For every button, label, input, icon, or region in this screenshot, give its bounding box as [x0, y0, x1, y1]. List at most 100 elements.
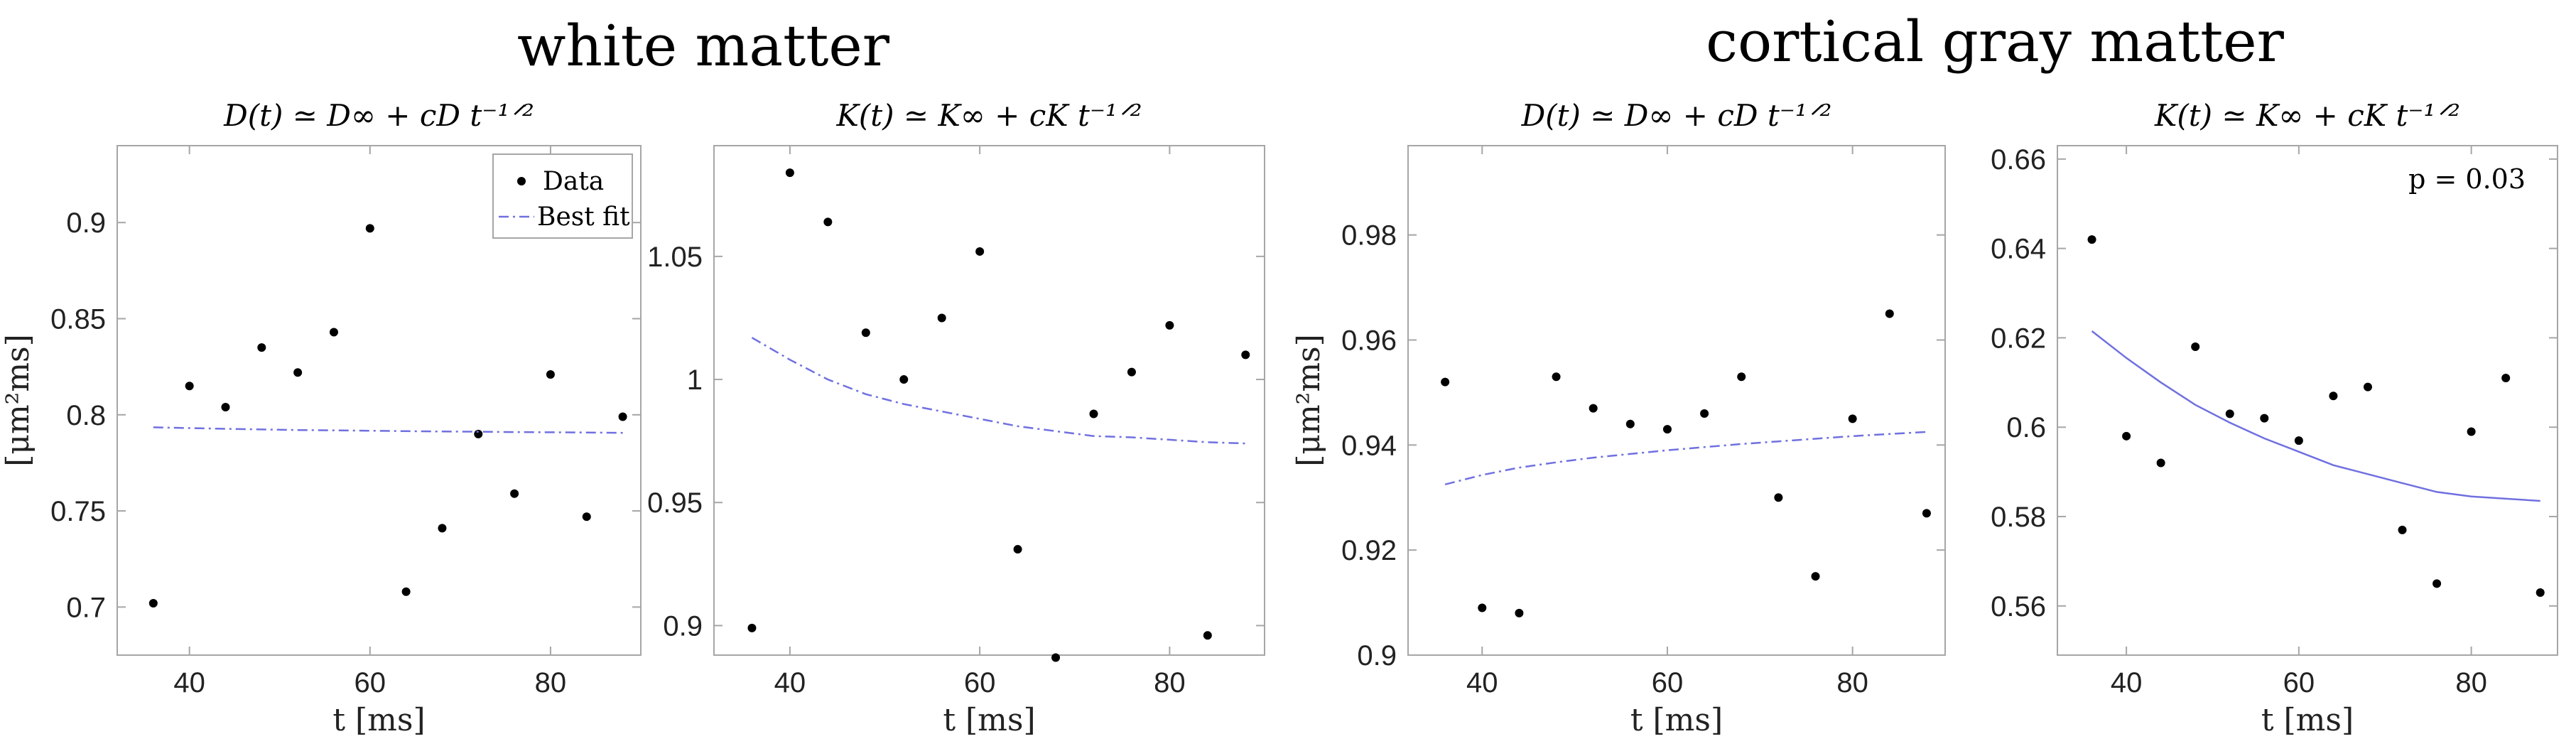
chart-3-ytick-label: 0.58 — [1991, 502, 2046, 533]
chart-1-data-point — [937, 313, 946, 323]
panel-wm-diffusivity: D(t) ≃ D∞ + cD t⁻¹ᐟ² 40 60 80 0.7 0.75 0.8 0.85… — [0, 98, 642, 738]
chart-0-data-point — [474, 429, 483, 438]
chart-3-ytick-label: 0.56 — [1991, 591, 2046, 622]
chart-1-data-point — [1127, 367, 1136, 377]
chart-3-xtick-label: 60 — [2283, 667, 2315, 698]
chart-2-ylabel: [μm²ms] — [1291, 334, 1327, 467]
chart-2-data-point — [1848, 414, 1857, 423]
chart-3-title: K(t) ≃ K∞ + cK t⁻¹ᐟ² — [2154, 98, 2460, 133]
chart-1-data-point — [1051, 653, 1061, 662]
chart-3-data-point — [2156, 458, 2165, 468]
chart-0-xtick-label: 80 — [535, 667, 567, 698]
chart-2-data-point — [1625, 419, 1635, 428]
chart-2-data-point — [1811, 572, 1820, 581]
chart-2-ytick-label: 0.94 — [1341, 430, 1397, 461]
chart-3-xtick-label: 40 — [2111, 667, 2143, 698]
chart-1-data-point — [975, 247, 985, 256]
chart-3-data-point — [2329, 392, 2338, 401]
chart-0-legend-label-data: Data — [543, 167, 604, 196]
chart-3-data-point — [2191, 342, 2200, 352]
chart-1-xtick-label: 40 — [774, 667, 806, 698]
chart-2-xtick-label: 60 — [1652, 667, 1684, 698]
chart-3-axes-frame — [2057, 145, 2558, 656]
chart-3-ytick-label: 0.6 — [2006, 412, 2046, 443]
chart-3-ytick-label: 0.66 — [1991, 144, 2046, 176]
chart-3-data-point — [2122, 431, 2131, 441]
chart-0-data-point — [546, 369, 555, 379]
chart-1-data-point — [1089, 409, 1098, 418]
chart-1-ytick-label: 1.05 — [647, 242, 703, 273]
chart-1-data-point — [785, 168, 794, 178]
chart-1-axes-frame — [713, 145, 1265, 656]
chart-1-data-point — [1013, 545, 1022, 554]
chart-1-data-point — [823, 217, 833, 227]
chart-3-xlabel: t [ms] — [2261, 702, 2354, 738]
panel-gm-kurtosis: K(t) ≃ K∞ + cK t⁻¹ᐟ² 40 60 80 0.56 0.58 0.6 0.6… — [1991, 98, 2558, 738]
chart-1-xtick-label: 80 — [1154, 667, 1186, 698]
chart-2-data-point — [1441, 377, 1450, 387]
chart-0-xlabel: t [ms] — [332, 702, 425, 738]
chart-1-data-point — [899, 375, 909, 384]
chart-3-ytick-label: 0.62 — [1991, 323, 2046, 354]
chart-0-xtick-label: 60 — [355, 667, 386, 698]
panel-gm-diffusivity: D(t) ≃ D∞ + cD t⁻¹ᐟ² 40 60 80 0.9 0.92 0.94 0.9… — [1291, 98, 1946, 738]
chart-1-xlabel: t [ms] — [943, 702, 1035, 738]
chart-2-fit-line — [1444, 431, 1927, 486]
chart-0-data-point — [582, 512, 591, 522]
chart-1-fit-line — [751, 337, 1246, 445]
chart-0-fit-line — [153, 426, 623, 434]
chart-2-title: D(t) ≃ D∞ + cD t⁻¹ᐟ² — [1521, 98, 1832, 133]
group-title-cortical-gray-matter: cortical gray matter — [1706, 9, 2284, 75]
chart-2-xtick-label: 40 — [1466, 667, 1498, 698]
chart-2-data-point — [1885, 309, 1894, 318]
chart-0-ytick-label: 0.75 — [50, 496, 106, 527]
chart-1-ytick-label: 0.9 — [663, 610, 703, 642]
chart-3-data-point — [2467, 427, 2476, 436]
chart-1-data-point — [1165, 320, 1174, 330]
group-title-white-matter: white matter — [517, 13, 890, 79]
chart-2-ytick-label: 0.96 — [1341, 325, 1397, 356]
chart-3-data-point — [2260, 414, 2269, 423]
chart-3-p-value-annotation: p = 0.03 — [2408, 163, 2526, 195]
chart-3-data-point — [2087, 235, 2096, 244]
chart-0-data-point — [618, 412, 627, 421]
chart-0-axes-frame — [117, 145, 642, 656]
chart-0-title: D(t) ≃ D∞ + cD t⁻¹ᐟ² — [223, 98, 534, 133]
chart-1-title: K(t) ≃ K∞ + cK t⁻¹ᐟ² — [836, 98, 1142, 133]
chart-1-ytick-label: 0.95 — [647, 487, 703, 519]
chart-2-data-point — [1589, 404, 1598, 413]
chart-2-axes-frame — [1407, 145, 1946, 656]
chart-1-data-point — [861, 328, 870, 338]
chart-0-legend-marker-data — [517, 177, 526, 185]
chart-3-data-point — [2225, 409, 2234, 418]
chart-2-data-point — [1700, 409, 1709, 418]
chart-2-data-point — [1515, 608, 1524, 617]
chart-0-data-point — [329, 328, 338, 337]
chart-1-ytick-label: 1 — [687, 364, 703, 396]
chart-0-legend-box — [492, 153, 633, 239]
chart-0-data-point — [438, 524, 447, 533]
chart-2-data-point — [1552, 372, 1561, 382]
chart-0-data-point — [293, 368, 303, 377]
chart-1-data-point — [1241, 350, 1250, 360]
chart-3-data-point — [2432, 579, 2442, 588]
chart-3-xtick-label: 80 — [2455, 667, 2487, 698]
chart-2-data-point — [1774, 493, 1783, 502]
chart-3-data-point — [2294, 436, 2303, 446]
chart-3-data-point — [2501, 374, 2511, 383]
chart-2-data-point — [1922, 509, 1931, 518]
chart-2-data-point — [1737, 372, 1746, 382]
chart-0-xtick-label: 40 — [173, 667, 205, 698]
chart-0-data-point — [365, 224, 374, 233]
chart-0-data-point — [185, 382, 194, 391]
chart-0-data-point — [401, 587, 411, 596]
chart-2-ytick-label: 0.98 — [1341, 220, 1397, 252]
chart-0-ytick-label: 0.9 — [66, 207, 106, 239]
panel-wm-kurtosis: K(t) ≃ K∞ + cK t⁻¹ᐟ² 40 60 80 0.9 0.95 1 1.05 t … — [647, 98, 1265, 738]
chart-3-fit-line — [2091, 330, 2540, 502]
chart-0-data-point — [510, 489, 519, 498]
chart-3-ytick-label: 0.64 — [1991, 234, 2046, 265]
chart-1-data-point — [1203, 631, 1212, 640]
chart-2-xtick-label: 80 — [1836, 667, 1868, 698]
